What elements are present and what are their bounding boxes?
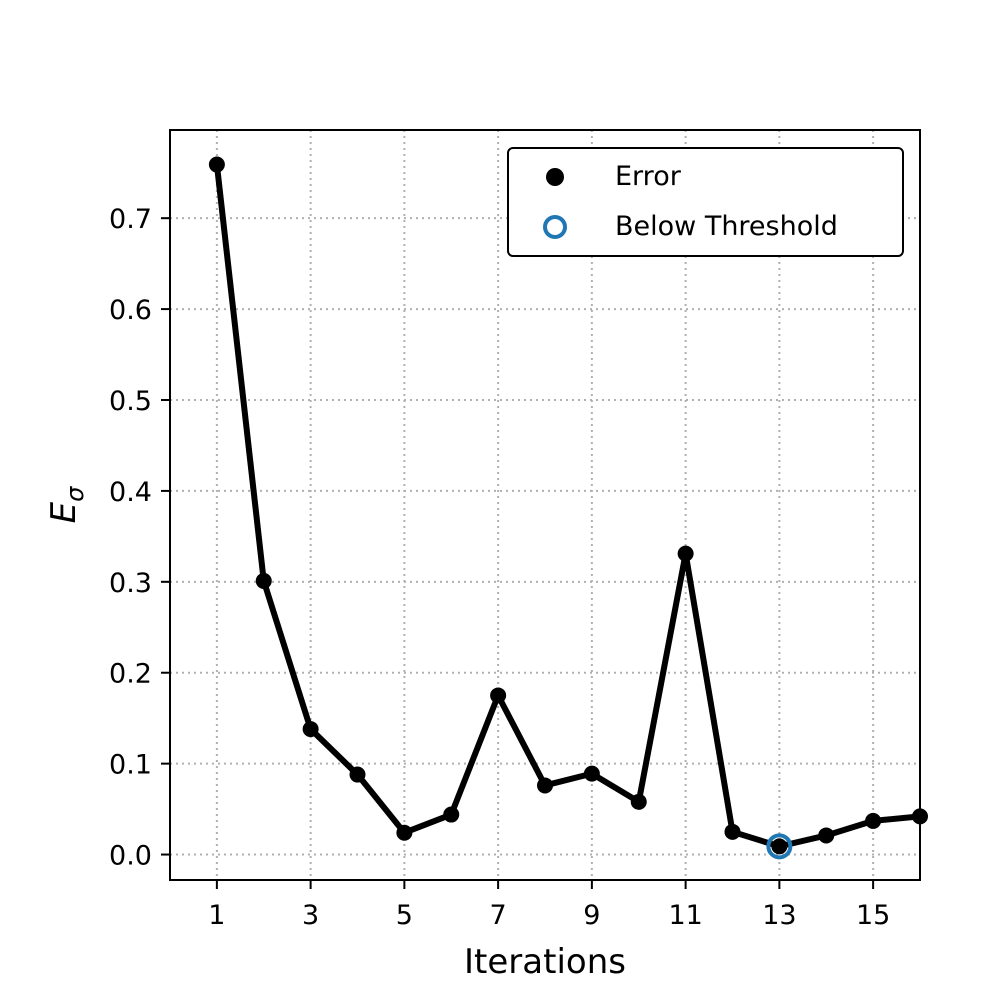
y-tick-label: 0.7 bbox=[109, 204, 152, 235]
x-tick-label: 15 bbox=[856, 900, 890, 931]
error-point bbox=[443, 806, 460, 823]
x-tick-label: 3 bbox=[302, 900, 319, 931]
error-point bbox=[583, 765, 600, 782]
x-tick-label: 1 bbox=[208, 900, 225, 931]
x-tick-label: 7 bbox=[490, 900, 507, 931]
y-tick-label: 0.2 bbox=[109, 659, 152, 690]
legend-marker-below-threshold bbox=[543, 215, 567, 239]
x-tick-label: 11 bbox=[668, 900, 702, 931]
error-point bbox=[208, 156, 225, 173]
axis-ticks: 1 3 5 7 9 11 13 150.00.10.20.30.40.50.60.7 bbox=[109, 204, 890, 931]
x-tick-label: 5 bbox=[396, 900, 413, 931]
legend-label-below-threshold: Below Threshold bbox=[615, 211, 838, 242]
error-point bbox=[724, 823, 741, 840]
grid bbox=[170, 130, 920, 880]
plot-frame bbox=[169, 129, 921, 881]
error-point bbox=[630, 793, 647, 810]
y-axis-title: Eσ bbox=[44, 486, 89, 523]
y-tick-label: 0.0 bbox=[109, 841, 152, 872]
legend-box bbox=[507, 147, 904, 257]
x-tick-label: 13 bbox=[762, 900, 796, 931]
error-point bbox=[302, 721, 319, 738]
error-point bbox=[677, 545, 694, 562]
x-axis-title: Iterations bbox=[464, 942, 626, 982]
legend-marker-error bbox=[546, 168, 564, 186]
error-point bbox=[396, 824, 413, 841]
error-point bbox=[818, 827, 835, 844]
error-line bbox=[213, 161, 920, 850]
below-threshold-point bbox=[766, 833, 793, 860]
series-points bbox=[208, 156, 928, 860]
error-point bbox=[490, 687, 507, 704]
legend: Error Below Threshold bbox=[507, 147, 904, 257]
y-axis-title-main: E bbox=[44, 501, 84, 523]
error-point bbox=[537, 777, 553, 794]
y-tick-label: 0.3 bbox=[109, 568, 152, 599]
error-point bbox=[865, 812, 882, 829]
error-point bbox=[255, 572, 272, 589]
legend-label-error: Error bbox=[615, 161, 682, 192]
error-point bbox=[349, 766, 366, 783]
series-lines bbox=[213, 161, 920, 850]
y-tick-label: 0.4 bbox=[109, 477, 152, 508]
y-axis-title-sub: σ bbox=[61, 486, 89, 502]
error-point bbox=[771, 838, 788, 855]
y-tick-label: 0.1 bbox=[109, 750, 152, 781]
y-tick-label: 0.6 bbox=[109, 295, 152, 326]
x-tick-label: 9 bbox=[583, 900, 600, 931]
y-tick-label: 0.5 bbox=[109, 386, 152, 417]
